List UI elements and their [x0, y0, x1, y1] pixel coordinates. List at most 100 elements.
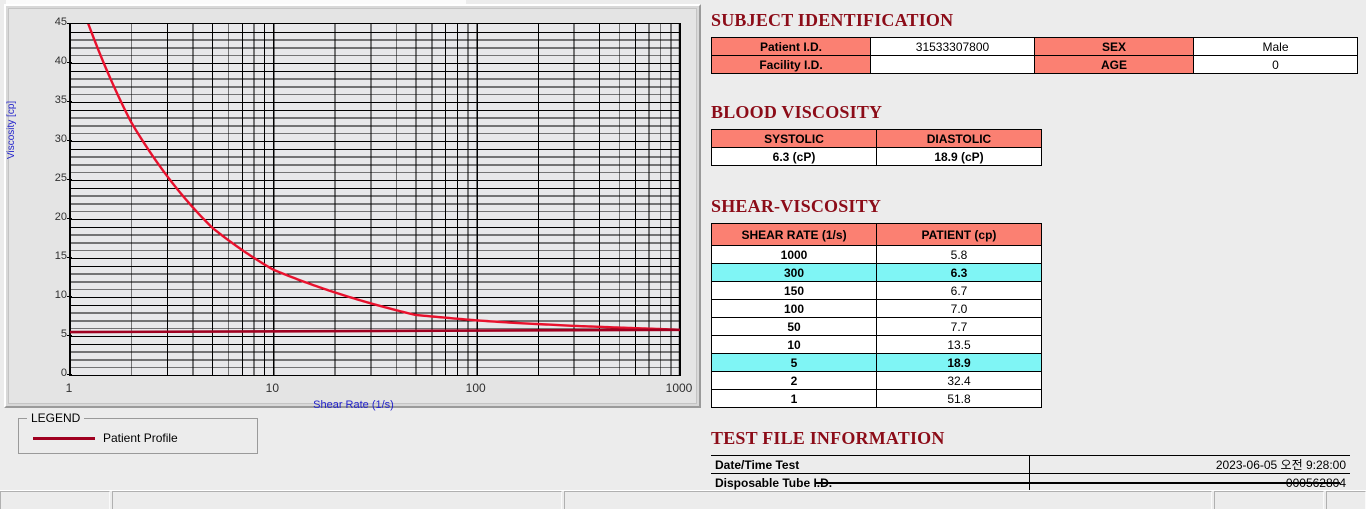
- shear-viscosity-table: SHEAR RATE (1/s) PATIENT (cp) 1000 5.8 300…: [711, 223, 1042, 408]
- y-axis-tick-label: 15: [54, 250, 67, 262]
- top-white-strip: [6, 0, 466, 4]
- shear-rate-cell: 5: [711, 353, 877, 372]
- shear-rate-cell: 100: [711, 299, 877, 318]
- status-bar-cell: [1326, 491, 1366, 509]
- x-axis-tick-labels: 1 10 100 1000: [9, 381, 698, 397]
- systolic-value: 6.3 (cP): [711, 147, 877, 166]
- y-axis-tick-mark: [67, 296, 72, 297]
- status-bar-cell: [564, 491, 1212, 509]
- y-axis-tick-mark: [67, 218, 72, 219]
- sex-label: SEX: [1034, 37, 1194, 56]
- patient-viscosity-cell: 18.9: [876, 353, 1042, 372]
- datetime-label: Date/Time Test: [711, 455, 1030, 474]
- y-axis-tick-mark: [67, 140, 72, 141]
- x-axis-tick-label: 100: [465, 381, 486, 395]
- y-axis-tick-label: 35: [54, 94, 67, 106]
- patient-viscosity-cell: 13.5: [876, 335, 1042, 354]
- y-axis-tick-mark: [67, 23, 72, 24]
- datetime-value: 2023-06-05 오전 9:28:00: [1029, 455, 1350, 474]
- subject-section-title: SUBJECT IDENTIFICATION: [711, 10, 954, 30]
- legend-item-patient-profile: Patient Profile: [33, 431, 178, 445]
- chart-panel: 0 5 10 15 20 25 30 35 40 45 Viscosity [cp] 1 10 100…: [4, 4, 701, 411]
- chart-canvas: 0 5 10 15 20 25 30 35 40 45 Viscosity [cp] 1 10 100…: [6, 8, 698, 411]
- patient-viscosity-cell: 51.8: [876, 389, 1042, 408]
- y-axis-tick-label: 10: [54, 289, 67, 301]
- facility-id-value[interactable]: [870, 55, 1035, 74]
- shear-rate-cell: 2: [711, 371, 877, 390]
- y-axis-tick-mark: [67, 62, 72, 63]
- blood-viscosity-table: SYSTOLIC DIASTOLIC 6.3 (cP) 18.9 (cP): [711, 129, 1042, 166]
- table-row: 100 7.0: [711, 299, 1042, 318]
- patient-id-value[interactable]: 31533307800: [870, 37, 1035, 56]
- facility-id-label: Facility I.D.: [711, 55, 871, 74]
- y-axis-title: Viscosity [cp]: [6, 100, 17, 159]
- table-row: 1 51.8: [711, 389, 1042, 408]
- sex-value[interactable]: Male: [1193, 37, 1358, 56]
- shear-rate-cell: 1: [711, 389, 877, 408]
- y-axis-tick-label: 25: [54, 172, 67, 184]
- age-value[interactable]: 0: [1193, 55, 1358, 74]
- patient-viscosity-cell: 6.3: [876, 263, 1042, 282]
- table-row: 2 32.4: [711, 371, 1042, 390]
- table-row: Date/Time Test 2023-06-05 오전 9:28:00: [711, 455, 1350, 474]
- legend-line-swatch: [33, 436, 95, 440]
- shear-rate-cell: 10: [711, 335, 877, 354]
- section-shear-viscosity: SHEAR-VISCOSITY SHEAR RATE (1/s) PATIENT…: [711, 196, 1341, 408]
- status-bar-cell: [1214, 491, 1324, 509]
- diastolic-label: DIASTOLIC: [876, 129, 1042, 148]
- table-header-row: SHEAR RATE (1/s) PATIENT (cp): [711, 223, 1042, 246]
- col-shear-rate: SHEAR RATE (1/s): [711, 223, 877, 246]
- x-axis-tick-label: 1: [65, 381, 73, 395]
- patient-viscosity-cell: 7.7: [876, 317, 1042, 336]
- shear-rate-cell: 300: [711, 263, 877, 282]
- y-axis-tick-mark: [67, 179, 72, 180]
- table-row: 50 7.7: [711, 317, 1042, 336]
- table-header-row: SYSTOLIC DIASTOLIC: [711, 129, 1042, 148]
- shear-rate-cell: 1000: [711, 245, 877, 264]
- legend-box: LEGEND Patient Profile: [18, 411, 258, 454]
- shear-viscosity-section-title: SHEAR-VISCOSITY: [711, 196, 882, 216]
- divider-bar: [815, 482, 1340, 484]
- y-axis-tick-label: 20: [54, 211, 67, 223]
- plot-svg: [70, 24, 680, 375]
- table-row: 5 18.9: [711, 353, 1042, 372]
- section-blood-viscosity: BLOOD VISCOSITY SYSTOLIC DIASTOLIC 6.3 (…: [711, 102, 1341, 166]
- plot-area: [69, 23, 681, 376]
- status-bar-cell: [0, 491, 110, 509]
- y-axis-tick-mark: [67, 101, 72, 102]
- table-row: Patient I.D. 31533307800 SEX Male: [711, 37, 1358, 56]
- section-subject-identification: SUBJECT IDENTIFICATION Patient I.D. 3153…: [711, 10, 1358, 74]
- y-axis-tick-label: 0: [60, 367, 67, 379]
- status-bar: [0, 490, 1366, 509]
- test-file-section-title: TEST FILE INFORMATION: [711, 428, 945, 448]
- y-axis-tick-label: 40: [54, 55, 67, 67]
- x-axis-tick-label: 10: [265, 381, 280, 395]
- legend-item-label: Patient Profile: [103, 431, 178, 445]
- y-axis-tick-label: 5: [60, 328, 67, 340]
- age-label: AGE: [1034, 55, 1194, 74]
- y-axis-tick-mark: [67, 374, 72, 375]
- systolic-label: SYSTOLIC: [711, 129, 877, 148]
- col-patient: PATIENT (cp): [876, 223, 1042, 246]
- y-axis-tick-labels: 0 5 10 15 20 25 30 35 40 45: [37, 9, 67, 389]
- table-row: 1000 5.8: [711, 245, 1042, 264]
- y-axis-tick-mark: [67, 335, 72, 336]
- y-axis-tick-label: 30: [54, 133, 67, 145]
- x-axis-tick-label: 1000: [665, 381, 693, 395]
- patient-viscosity-cell: 7.0: [876, 299, 1042, 318]
- table-row: 150 6.7: [711, 281, 1042, 300]
- blood-viscosity-section-title: BLOOD VISCOSITY: [711, 102, 883, 122]
- shear-rate-cell: 150: [711, 281, 877, 300]
- patient-viscosity-cell: 32.4: [876, 371, 1042, 390]
- y-axis-tick-mark: [67, 257, 72, 258]
- patient-viscosity-cell: 5.8: [876, 245, 1042, 264]
- table-row: 300 6.3: [711, 263, 1042, 282]
- table-row: Facility I.D. AGE 0: [711, 55, 1358, 74]
- patient-id-label: Patient I.D.: [711, 37, 871, 56]
- status-bar-cell: [112, 491, 562, 509]
- legend-group-label: LEGEND: [27, 411, 85, 425]
- table-row: 10 13.5: [711, 335, 1042, 354]
- diastolic-value: 18.9 (cP): [876, 147, 1042, 166]
- test-file-table: Date/Time Test 2023-06-05 오전 9:28:00 Dis…: [711, 455, 1350, 492]
- shear-viscosity-rows: 1000 5.8 300 6.3 150 6.7 100 7.0 50 7.7 10 13.5 5 18.…: [711, 245, 1042, 408]
